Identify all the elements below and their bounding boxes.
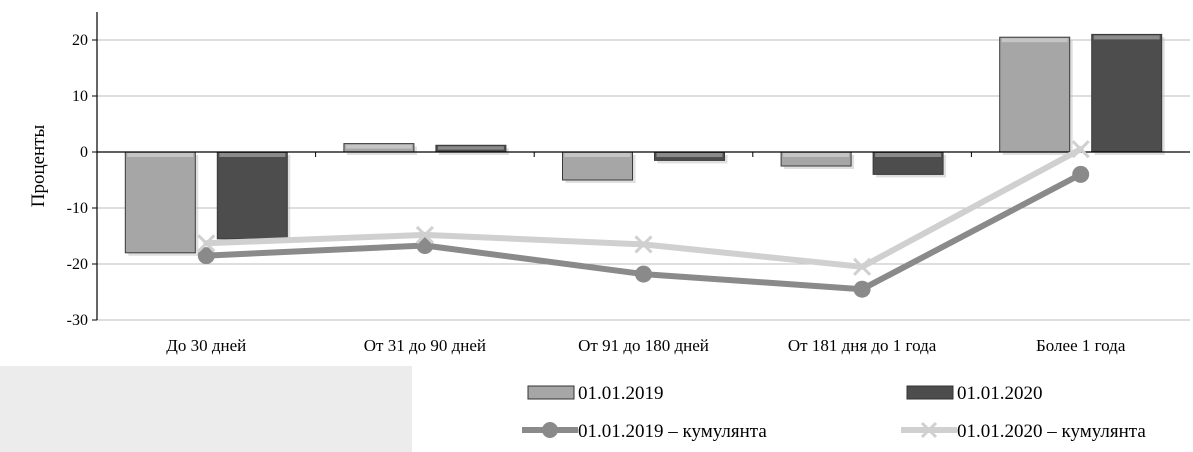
bar-highlight [219,153,286,157]
x-tick-label: До 30 дней [166,336,246,355]
x-tick-label: Более 1 года [1036,336,1126,355]
line-point-circle [1072,165,1090,183]
line-point-x [634,235,653,254]
y-tick-label: 0 [80,144,88,161]
bar [216,151,288,240]
bar-highlight [875,153,942,157]
x-tick-label: От 31 до 90 дней [364,336,486,355]
x-tick-label: От 181 дня до 1 года [788,336,937,355]
legend-swatch [906,385,954,400]
legend-label: 01.01.2020 [957,383,1043,404]
y-tick-label: -30 [67,312,88,329]
y-tick-label: 20 [72,32,88,49]
x-tick-label: От 91 до 180 дней [578,336,709,355]
y-tick-label: -10 [67,200,88,217]
legend-label: 01.01.2019 [578,383,664,404]
bar-highlight [127,153,194,157]
legend-swatch [527,385,575,400]
legend-shaded-area [0,366,412,452]
line-point-circle [635,265,652,283]
bar-highlight [783,153,850,157]
y-axis-label: Проценты [28,124,49,207]
legend-label: 01.01.2019 – кумулянта [578,421,767,442]
bar [999,36,1071,153]
bar-highlight [345,144,412,149]
bar-highlight [564,153,631,157]
y-tick-label: -20 [67,256,88,273]
line-point-circle [416,237,434,255]
bar [562,151,633,181]
line-point-x [1071,140,1090,159]
legend-label: 01.01.2020 – кумулянта [957,421,1146,442]
bar-highlight [1093,35,1160,40]
bar [124,151,196,254]
line-point-x [197,234,216,253]
line-point-circle [853,280,871,298]
bar-highlight [1001,38,1068,43]
bar-highlight [437,146,504,150]
legend-marker-circle [542,422,558,438]
line-point-circle [197,247,215,265]
bar [1091,33,1163,153]
line-point-x [853,257,872,276]
line-point-x [415,225,434,244]
legend-marker-x [920,421,938,439]
bar-highlight [656,153,723,157]
y-tick-label: 10 [72,88,88,105]
